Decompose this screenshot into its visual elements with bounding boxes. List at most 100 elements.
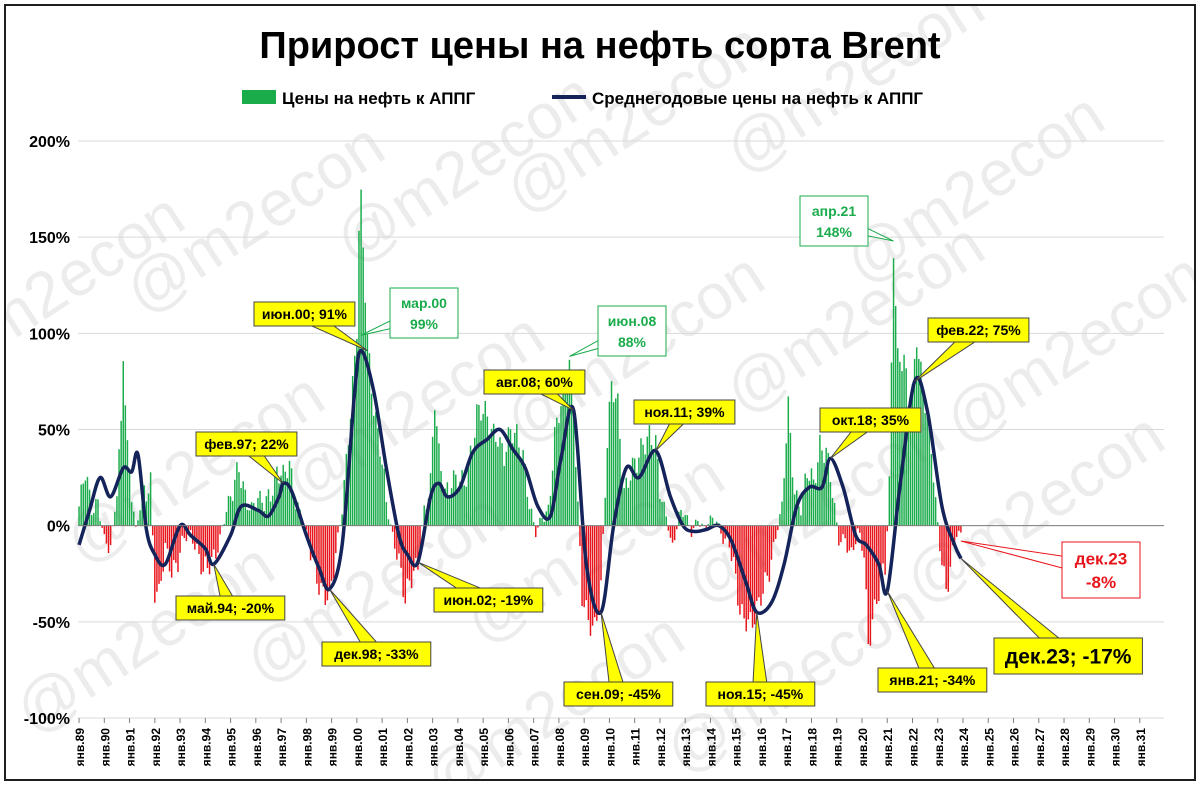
bar [779,514,781,526]
bar [537,525,539,528]
bar [191,525,194,544]
bar [638,457,640,526]
bar [198,525,200,554]
legend-label: Цены на нефть к АППГ [282,89,476,108]
bar [492,423,495,526]
bar [244,489,247,526]
bar [838,525,840,546]
bar [593,525,596,618]
bar [442,492,444,526]
x-tick-label: янв.96 [250,728,264,767]
bar [486,416,489,526]
x-tick-label: янв.97 [275,728,289,767]
bar [495,441,497,526]
bar [284,471,287,526]
bar [692,525,695,528]
bar [276,466,278,526]
chart-frame: @m2econ @m2econ @m2econ @m2econ @m2econ @m2ec… [4,4,1196,781]
bar [452,470,455,526]
bar [394,525,396,549]
bar [80,484,82,526]
bar [823,462,825,526]
bar [621,476,623,526]
callout-label: май.94; -20% [187,600,275,616]
bar [556,417,558,526]
bar [669,525,672,538]
bar [412,525,415,571]
y-tick-label: 150% [29,230,70,247]
bar [377,428,379,526]
bar [332,525,335,579]
bar [566,384,569,526]
bar [234,479,236,526]
bar [751,525,754,628]
bar [503,465,505,526]
bar [625,477,627,526]
bar [82,483,84,526]
bar [227,495,230,526]
bar [314,525,316,561]
bar [408,525,411,581]
x-tick-label: янв.91 [124,728,138,767]
x-tick-label: янв.04 [452,728,466,767]
bar [707,524,710,526]
bar [842,525,844,535]
bar [459,481,461,526]
bar [396,525,398,560]
bar [375,412,377,526]
bar [541,518,543,526]
bar [930,454,933,526]
bar [236,462,238,526]
bar [568,359,571,526]
x-tick-label: янв.12 [654,728,668,767]
bar [852,525,855,551]
x-tick-label: янв.21 [881,728,895,767]
bar [181,525,183,536]
bar [328,525,331,590]
bar [324,525,327,605]
x-tick-label: янв.24 [957,728,971,767]
bar [827,452,830,526]
bar [183,525,186,538]
bar [722,525,724,544]
bar [869,525,872,646]
bar [145,501,148,526]
callout-box-fill [485,371,584,393]
bar [292,498,295,526]
bar [160,525,162,581]
bar [461,470,463,526]
bar [857,525,859,529]
bar [901,371,903,526]
bar [570,375,573,526]
bar [225,511,228,526]
bar [939,525,941,552]
x-tick-label: янв.19 [831,728,845,767]
bar [850,525,853,548]
bar [833,502,836,526]
bar [162,525,164,572]
bar [720,525,722,534]
bar [265,496,268,526]
callout-label: окт.18; 35% [832,412,910,428]
bar [543,521,545,526]
bar [781,501,783,526]
bar [255,508,257,526]
bar [619,438,621,526]
bar [758,525,760,598]
bar [772,525,775,542]
bar [164,525,167,543]
bar [343,480,345,526]
callout-box-fill [255,303,354,325]
bar [631,457,634,526]
bar [657,459,659,526]
bar [928,415,931,526]
bar [530,508,533,526]
bar [551,470,554,526]
bar [802,492,804,526]
bar [705,525,707,528]
x-tick-label: янв.16 [755,728,769,767]
bar [888,476,891,526]
bar [360,189,362,526]
bar [829,482,832,526]
bar [151,525,154,536]
